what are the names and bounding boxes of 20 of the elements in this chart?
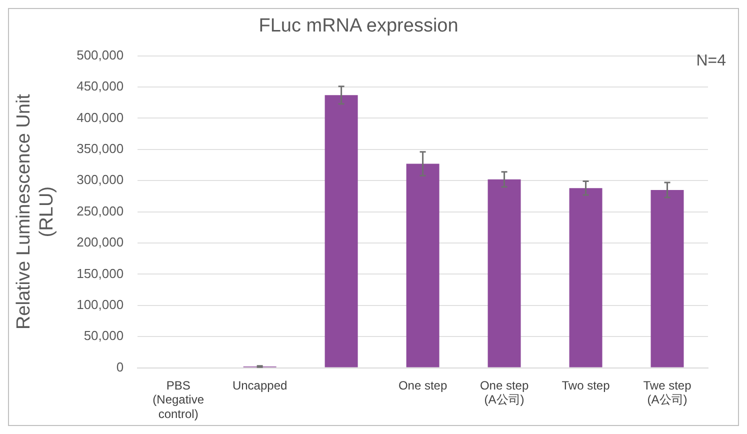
y-tick-label: 50,000 (84, 328, 124, 344)
x-tick-label: Uncapped (232, 378, 288, 392)
y-axis-title: Relative Luminescence Unit (RLU) (14, 93, 58, 330)
y-tick-label: 250,000 (76, 203, 124, 218)
annotation: N=4 (696, 52, 726, 70)
x-tick-label: One step (A公司) (480, 378, 529, 407)
y-tick-label: 200,000 (76, 234, 124, 250)
y-tick-label: 500,000 (76, 47, 124, 62)
x-tick-label: Two step (562, 378, 610, 392)
x-tick-label: PBS (Negative control) (152, 378, 204, 422)
y-tick-label: 150,000 (76, 266, 124, 281)
chart-title: FLuc mRNA expression (258, 16, 458, 37)
y-tick-label: 350,000 (76, 140, 124, 156)
x-tick-label: One step (398, 378, 448, 392)
x-tick-label: Twe step (A公司) (643, 378, 692, 407)
y-tick-label: 0 (116, 359, 124, 374)
y-tick-label: 100,000 (76, 296, 124, 312)
y-tick-label: 400,000 (76, 110, 124, 125)
y-tick-label: 450,000 (76, 78, 124, 94)
y-tick-label: 300,000 (76, 172, 124, 188)
